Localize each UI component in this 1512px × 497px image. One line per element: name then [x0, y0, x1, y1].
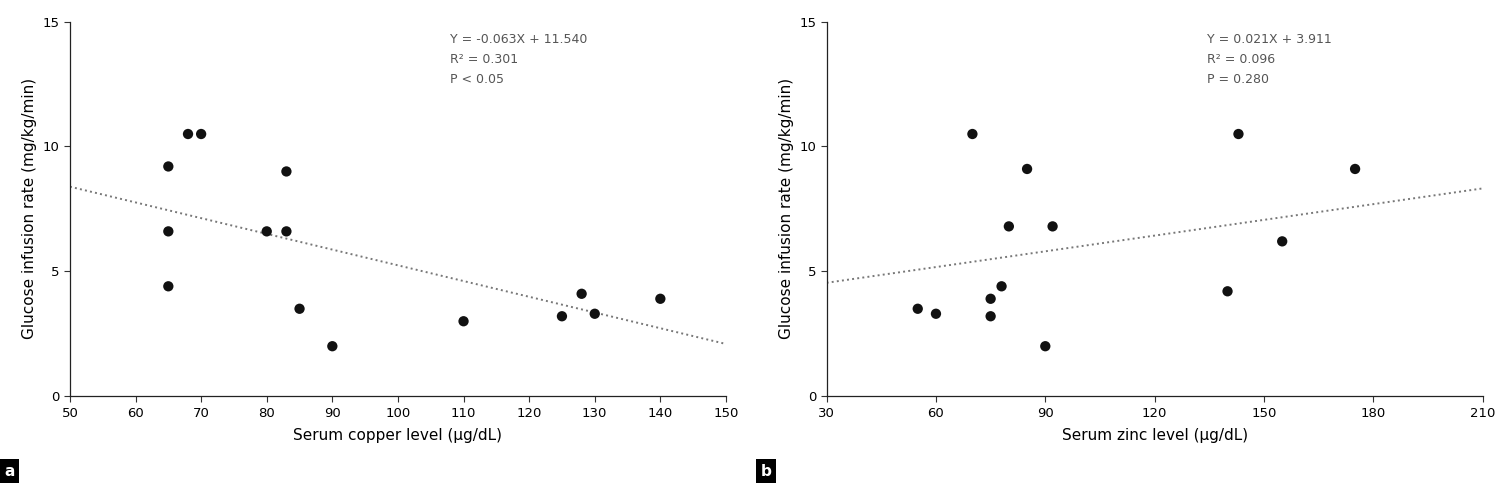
Point — [452, 317, 476, 325]
Point — [649, 295, 673, 303]
Point — [156, 163, 180, 170]
Point — [287, 305, 311, 313]
Point — [175, 130, 200, 138]
Text: Y = 0.021X + 3.911
R² = 0.096
P = 0.280: Y = 0.021X + 3.911 R² = 0.096 P = 0.280 — [1207, 33, 1332, 86]
Point — [978, 312, 1002, 320]
Point — [1226, 130, 1250, 138]
Point — [989, 282, 1013, 290]
Point — [1040, 222, 1064, 230]
Point — [1343, 165, 1367, 173]
Y-axis label: Glucose infusion rate (mg/kg/min): Glucose infusion rate (mg/kg/min) — [23, 79, 36, 339]
Point — [1270, 238, 1294, 246]
Point — [1033, 342, 1057, 350]
Text: a: a — [5, 464, 15, 479]
Text: Y = -0.063X + 11.540
R² = 0.301
P < 0.05: Y = -0.063X + 11.540 R² = 0.301 P < 0.05 — [451, 33, 588, 86]
Point — [550, 312, 575, 320]
Point — [156, 228, 180, 236]
Point — [924, 310, 948, 318]
Point — [274, 167, 298, 175]
Text: b: b — [761, 464, 773, 479]
Point — [189, 130, 213, 138]
Point — [321, 342, 345, 350]
Y-axis label: Glucose infusion rate (mg/kg/min): Glucose infusion rate (mg/kg/min) — [779, 79, 794, 339]
Point — [960, 130, 984, 138]
Point — [906, 305, 930, 313]
Point — [570, 290, 594, 298]
X-axis label: Serum copper level (μg/dL): Serum copper level (μg/dL) — [293, 428, 502, 443]
Point — [254, 228, 278, 236]
X-axis label: Serum zinc level (μg/dL): Serum zinc level (μg/dL) — [1061, 428, 1247, 443]
Point — [996, 222, 1021, 230]
Point — [1216, 287, 1240, 295]
Point — [582, 310, 606, 318]
Point — [978, 295, 1002, 303]
Point — [1015, 165, 1039, 173]
Point — [274, 228, 298, 236]
Point — [156, 282, 180, 290]
